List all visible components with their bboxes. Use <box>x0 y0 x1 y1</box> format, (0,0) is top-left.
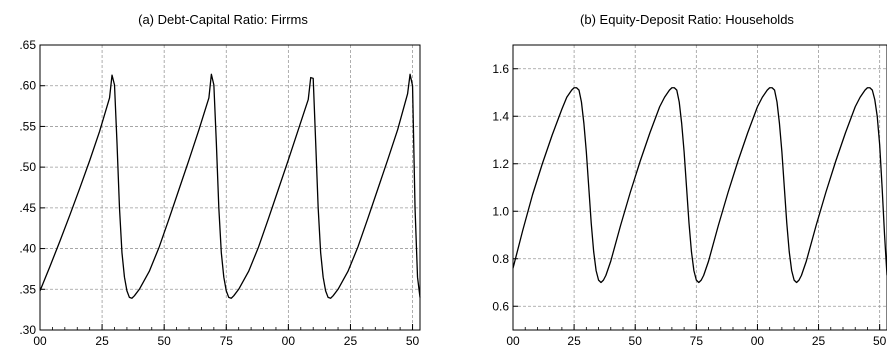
x-tick-label-b: 75 <box>690 334 704 348</box>
y-tick-label-b: 1.6 <box>492 62 509 76</box>
y-tick-label-a: .35 <box>19 282 36 296</box>
y-tick-label-b: 0.6 <box>492 299 509 313</box>
y-tick-label-a: .40 <box>19 242 36 256</box>
chart-panel-b: (b) Equity-Deposit Ratio: Households 0.6… <box>492 12 887 348</box>
x-tick-label-a: 75 <box>220 334 234 348</box>
x-tick-label-b: 50 <box>629 334 643 348</box>
x-tick-label-b: 50 <box>873 334 887 348</box>
y-tick-label-a: .55 <box>19 119 36 133</box>
y-tick-label-b: 1.2 <box>492 157 509 171</box>
y-tick-label-a: .65 <box>19 38 36 52</box>
x-tick-label-b: 25 <box>567 334 581 348</box>
y-tick-label-b: 1.0 <box>492 204 509 218</box>
series-line-b-0 <box>512 87 887 284</box>
x-tick-label-b: 00 <box>506 334 520 348</box>
chart-title-a: (a) Debt-Capital Ratio: Firrms <box>138 12 308 27</box>
plot-frame-b <box>512 44 887 331</box>
series-line-a-0 <box>39 73 421 299</box>
plot-frame-a <box>39 44 421 331</box>
y-tick-label-a: .50 <box>19 160 36 174</box>
chart-panel-a: (a) Debt-Capital Ratio: Firrms .30 .35 .40… <box>19 12 421 348</box>
y-tick-label-a: .45 <box>19 201 36 215</box>
y-tick-label-a: .60 <box>19 79 36 93</box>
y-tick-label-a: .30 <box>19 323 36 337</box>
x-tick-label-a: 50 <box>406 334 420 348</box>
x-tick-label-a: 25 <box>344 334 358 348</box>
x-tick-label-b: 25 <box>812 334 826 348</box>
x-tick-label-b: 00 <box>751 334 765 348</box>
x-tick-label-a: 25 <box>95 334 109 348</box>
x-tick-label-a: 50 <box>158 334 172 348</box>
x-tick-label-a: 00 <box>282 334 296 348</box>
y-tick-label-b: 1.4 <box>492 109 509 123</box>
y-tick-label-b: 0.8 <box>492 252 509 266</box>
chart-title-b: (b) Equity-Deposit Ratio: Households <box>580 12 794 27</box>
x-tick-label-a: 00 <box>33 334 47 348</box>
